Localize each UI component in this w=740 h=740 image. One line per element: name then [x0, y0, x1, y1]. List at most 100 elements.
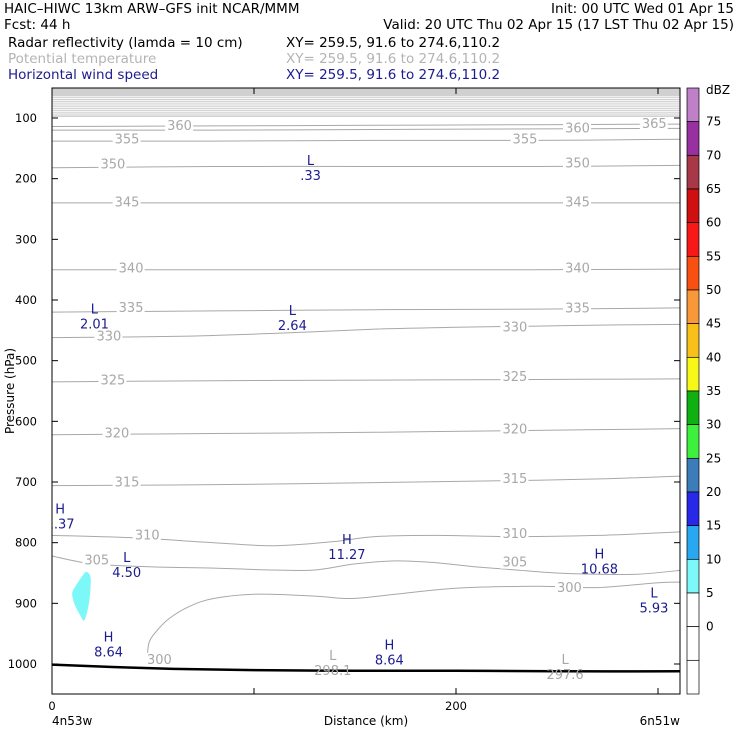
wind-extremum-value: 8.64: [375, 654, 404, 669]
header-title: HAIC–HIWC 13km ARW–GFS init NCAR/MMM: [4, 1, 299, 17]
theta-label-bg: [116, 300, 145, 314]
theta-label: 340: [119, 261, 144, 276]
wind-extremum-marker: L: [289, 304, 297, 319]
theta-contour-355: [52, 138, 680, 142]
theta-label: 325: [100, 374, 125, 389]
colorbar-tick-label: 20: [706, 485, 721, 499]
theta-label-bg: [563, 156, 592, 170]
theta-label-bg: [510, 132, 539, 146]
theta-label-bg: [555, 581, 583, 595]
theta-label: 335: [565, 302, 590, 317]
colorbar-bin: [686, 87, 700, 123]
x-axis-start-location: 4n53w: [52, 714, 93, 728]
x-tick-label: 0: [48, 699, 55, 713]
y-tick-label: 1000: [8, 657, 37, 671]
wind-extremum-value: 2.64: [278, 319, 307, 334]
theta-extremum-marker: L: [561, 653, 569, 668]
theta-label: 360: [565, 121, 590, 136]
colorbar-bin: [686, 525, 700, 560]
theta-label: 350: [565, 157, 590, 172]
theta-label-bg: [144, 652, 173, 666]
theta-label-bg: [563, 301, 592, 315]
y-tick-label: 800: [15, 536, 37, 550]
theta-contour-325: [52, 378, 680, 383]
theta-label: 310: [135, 528, 160, 543]
theta-label-bg: [500, 527, 529, 541]
field-name: Radar reflectivity (lamda = 10 cm): [8, 35, 243, 51]
theta-label: 320: [502, 422, 527, 437]
colorbar-tick-label: 30: [706, 418, 721, 432]
upper-boundary-hatch: [52, 88, 680, 117]
colorbar-tick-label: 10: [706, 552, 721, 566]
terrain-surface: [52, 663, 680, 673]
theta-label: 335: [119, 301, 144, 316]
header-forecast-hour: Fcst: 44 h: [4, 17, 70, 33]
x-axis-label: Distance (km): [324, 714, 408, 728]
colorbar-bin: [686, 323, 700, 358]
theta-label: 315: [115, 476, 140, 491]
theta-contour-330: [52, 323, 680, 339]
theta-label-bg: [563, 121, 592, 135]
theta-extremum-value: 297.6: [546, 668, 583, 683]
colorbar-tick-label: 15: [706, 519, 721, 533]
theta-label-bg: [563, 261, 592, 275]
theta-label: 365: [642, 117, 667, 132]
theta-label-bg: [500, 320, 529, 334]
theta-label-bg: [132, 528, 161, 542]
wind-extremum-value: 5.93: [639, 601, 668, 616]
wind-extremum-value: .33: [300, 169, 321, 184]
wind-extremum-marker: H: [384, 639, 394, 654]
wind-extremum-marker: L: [307, 154, 315, 169]
y-axis: 100 200 300 400 500 600 700 800 900 1000: [8, 111, 680, 671]
theta-label: 360: [167, 119, 192, 134]
theta-label: 330: [96, 329, 121, 344]
theta-label: 325: [502, 370, 527, 385]
x-axis-end-location: 6n51w: [640, 714, 681, 728]
plot-frame: [51, 87, 681, 695]
wind-extremum-marker: H: [55, 503, 65, 518]
y-tick-label: 700: [15, 475, 37, 489]
theta-label-bg: [98, 157, 127, 171]
theta-extremum-marker: L: [329, 649, 337, 664]
theta-label: 305: [84, 553, 109, 568]
header-valid-time: Valid: 20 UTC Thu 02 Apr 15 (17 LST Thu …: [383, 17, 734, 33]
colorbar-bin: [686, 255, 700, 291]
wind-extremum-value: 1.37: [46, 518, 75, 533]
theta-label-bg: [500, 472, 529, 485]
theta-label-bg: [500, 370, 529, 384]
theta-label-bg: [639, 117, 668, 131]
field-name: Horizontal wind speed: [8, 67, 158, 83]
colorbar-tick-label: 35: [706, 384, 721, 398]
colorbar-bin: [686, 457, 700, 493]
wind-extremum-value: 4.50: [112, 566, 141, 581]
theta-label: 345: [115, 195, 140, 210]
theta-label: 300: [557, 581, 582, 596]
theta-label: 340: [565, 261, 590, 276]
theta-contour-315: [52, 475, 680, 487]
wind-extremum-marker: L: [650, 586, 658, 601]
theta-label-bg: [112, 475, 141, 489]
theta-contour-310: [52, 531, 680, 547]
potential-temperature-labels: 360 355 350 345 340 335 330 325 320 315 310 305 300 3…: [82, 117, 668, 668]
theta-extremum-value: 298.1: [314, 664, 351, 679]
reflectivity-area: [72, 571, 91, 621]
y-tick-label: 500: [15, 354, 37, 368]
theta-label-bg: [94, 329, 123, 343]
colorbar-bin: [686, 121, 700, 156]
colorbar-bin: [686, 558, 700, 594]
theta-label: 355: [513, 132, 538, 147]
wind-extremum-marker: H: [342, 533, 352, 548]
theta-label: 305: [502, 556, 527, 571]
theta-label-bg: [500, 555, 529, 569]
colorbar-tick-label: 45: [706, 317, 721, 331]
colorbar-bin: [686, 592, 700, 628]
field-xy-range: XY= 259.5, 91.6 to 274.6,110.2: [286, 67, 500, 83]
wind-extremum-marker: L: [91, 302, 99, 317]
colorbar-bin: [686, 659, 700, 695]
theta-label-bg: [102, 426, 131, 440]
y-tick-label: 200: [15, 172, 37, 186]
colorbar-tick-label: 75: [706, 115, 721, 129]
theta-label-bg: [82, 553, 111, 567]
